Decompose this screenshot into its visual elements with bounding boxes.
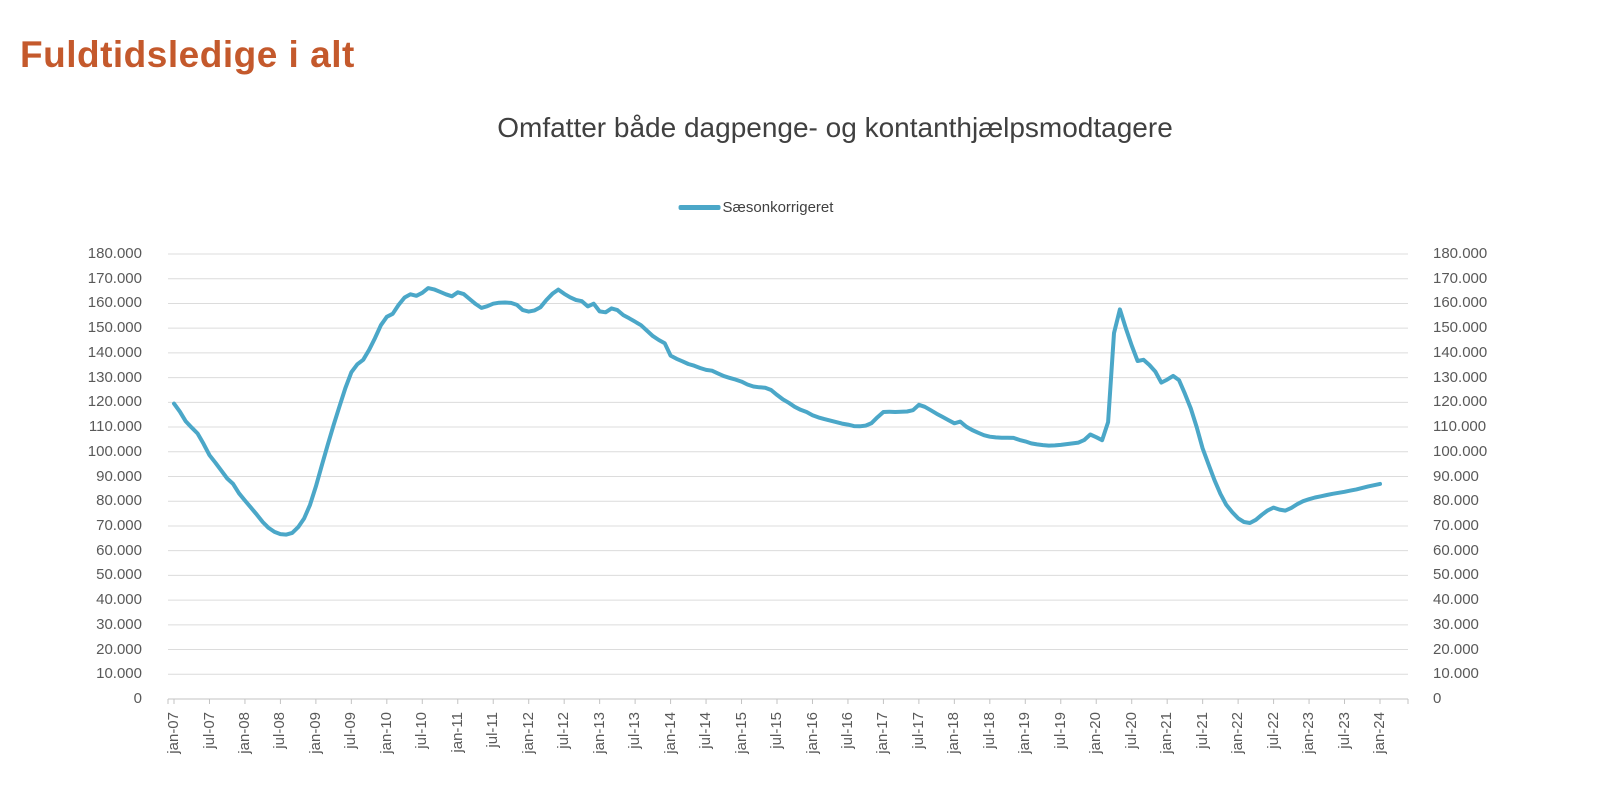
x-axis-tick-label: jan-18 bbox=[945, 712, 963, 754]
x-axis-tick-label: jan-24 bbox=[1371, 712, 1388, 754]
y-axis-tick-label: 140.000 bbox=[87, 343, 142, 361]
x-axis-tick-label: jul-16 bbox=[838, 712, 856, 749]
y-axis-tick-label: 30.000 bbox=[1433, 615, 1479, 633]
x-axis-tick-label: jan-22 bbox=[1229, 712, 1247, 754]
x-axis-tick-label: jul-23 bbox=[1335, 712, 1353, 749]
x-axis-tick-label: jul-11 bbox=[484, 712, 502, 748]
y-axis-tick-label: 70.000 bbox=[1433, 516, 1479, 534]
x-axis-tick-label: jan-12 bbox=[519, 712, 537, 754]
x-axis-tick-label: jul-09 bbox=[342, 712, 360, 749]
x-axis-tick-label: jul-13 bbox=[626, 712, 644, 749]
y-axis-tick-label: 40.000 bbox=[1433, 591, 1479, 609]
x-axis-tick-label: jan-19 bbox=[1016, 712, 1034, 754]
y-axis-tick-label: 120.000 bbox=[87, 393, 142, 411]
y-axis-tick-label: 150.000 bbox=[87, 319, 142, 337]
y-axis-tick-label: 20.000 bbox=[1433, 640, 1479, 658]
x-axis-tick-label: jul-21 bbox=[1193, 712, 1211, 749]
y-axis-tick-label: 180.000 bbox=[87, 245, 142, 262]
x-axis-tick-label: jan-20 bbox=[1087, 712, 1105, 754]
y-axis-tick-label: 100.000 bbox=[87, 442, 142, 460]
x-axis-tick-label: jul-12 bbox=[555, 712, 573, 749]
legend-series-label: Sæsonkorrigeret bbox=[722, 199, 834, 216]
x-axis-tick-label: jul-18 bbox=[980, 712, 998, 749]
y-axis-tick-label: 10.000 bbox=[1433, 665, 1479, 683]
y-axis-tick-label: 60.000 bbox=[1433, 541, 1479, 559]
y-axis-tick-label: 110.000 bbox=[1433, 418, 1487, 436]
y-axis-tick-label: 170.000 bbox=[1433, 269, 1488, 287]
x-axis-tick-label: jan-11 bbox=[448, 712, 466, 753]
legend-line-swatch bbox=[678, 205, 721, 210]
y-axis-tick-label: 90.000 bbox=[1433, 467, 1479, 485]
x-axis-tick-label: jan-10 bbox=[377, 712, 395, 754]
x-axis-tick-label: jan-08 bbox=[235, 712, 253, 754]
y-axis-tick-label: 80.000 bbox=[96, 492, 142, 510]
y-axis-tick-label: 160.000 bbox=[1433, 294, 1488, 312]
x-axis-tick-label: jul-22 bbox=[1264, 712, 1282, 749]
y-axis-tick-label: 70.000 bbox=[96, 516, 142, 534]
y-axis-tick-label: 130.000 bbox=[1433, 368, 1488, 386]
x-axis-tick-label: jul-08 bbox=[271, 712, 289, 749]
y-axis-tick-label: 140.000 bbox=[1433, 343, 1488, 361]
x-axis-tick-label: jan-14 bbox=[661, 712, 679, 754]
page-title: Fuldtidsledige i alt bbox=[20, 34, 355, 75]
x-axis-tick-label: jan-13 bbox=[590, 712, 608, 754]
x-axis-tick-label: jan-17 bbox=[874, 712, 892, 754]
y-axis-tick-label: 40.000 bbox=[96, 591, 142, 609]
chart-title: Omfatter både dagpenge- og kontanthjælps… bbox=[497, 112, 1173, 143]
y-axis-tick-label: 130.000 bbox=[87, 368, 142, 386]
x-axis-tick-label: jul-14 bbox=[697, 712, 715, 749]
x-axis-tick-label: jul-20 bbox=[1122, 712, 1140, 749]
x-axis-tick-label: jan-16 bbox=[803, 712, 821, 754]
x-axis-tick-label: jan-07 bbox=[165, 712, 182, 754]
y-axis-tick-label: 60.000 bbox=[96, 541, 142, 559]
y-axis-tick-label: 10.000 bbox=[96, 665, 142, 683]
y-axis-tick-label: 150.000 bbox=[1433, 319, 1488, 337]
x-axis-tick-label: jul-19 bbox=[1051, 712, 1069, 749]
y-axis-tick-label: 50.000 bbox=[1433, 566, 1479, 584]
y-axis-tick-label: 50.000 bbox=[96, 566, 142, 584]
x-axis-tick-label: jan-09 bbox=[306, 712, 324, 754]
y-axis-tick-label: 120.000 bbox=[1433, 393, 1488, 411]
x-axis-tick-label: jul-17 bbox=[909, 712, 927, 749]
y-axis-tick-label: 160.000 bbox=[87, 294, 142, 312]
y-axis-tick-label: 0 bbox=[1433, 690, 1442, 707]
y-axis-tick-label: 20.000 bbox=[96, 640, 142, 658]
x-axis-tick-label: jan-21 bbox=[1158, 712, 1176, 754]
y-axis-tick-label: 0 bbox=[133, 690, 142, 707]
series-line bbox=[172, 286, 1382, 537]
x-axis-tick-label: jul-10 bbox=[413, 712, 431, 749]
y-axis-tick-label: 110.000 bbox=[88, 418, 142, 436]
x-axis-tick-label: jan-23 bbox=[1300, 712, 1318, 754]
y-axis-tick-label: 90.000 bbox=[96, 467, 142, 485]
x-axis-tick-label: jan-15 bbox=[732, 712, 750, 754]
x-axis-tick-label: jul-07 bbox=[200, 712, 218, 749]
y-axis-tick-label: 180.000 bbox=[1433, 245, 1488, 262]
y-axis-tick-label: 80.000 bbox=[1433, 492, 1479, 510]
x-axis-tick-label: jul-15 bbox=[768, 712, 785, 749]
y-axis-tick-label: 170.000 bbox=[87, 269, 142, 287]
legend: Sæsonkorrigeret bbox=[678, 199, 834, 216]
y-axis-tick-label: 30.000 bbox=[96, 615, 142, 633]
y-axis-tick-label: 100.000 bbox=[1433, 442, 1488, 460]
